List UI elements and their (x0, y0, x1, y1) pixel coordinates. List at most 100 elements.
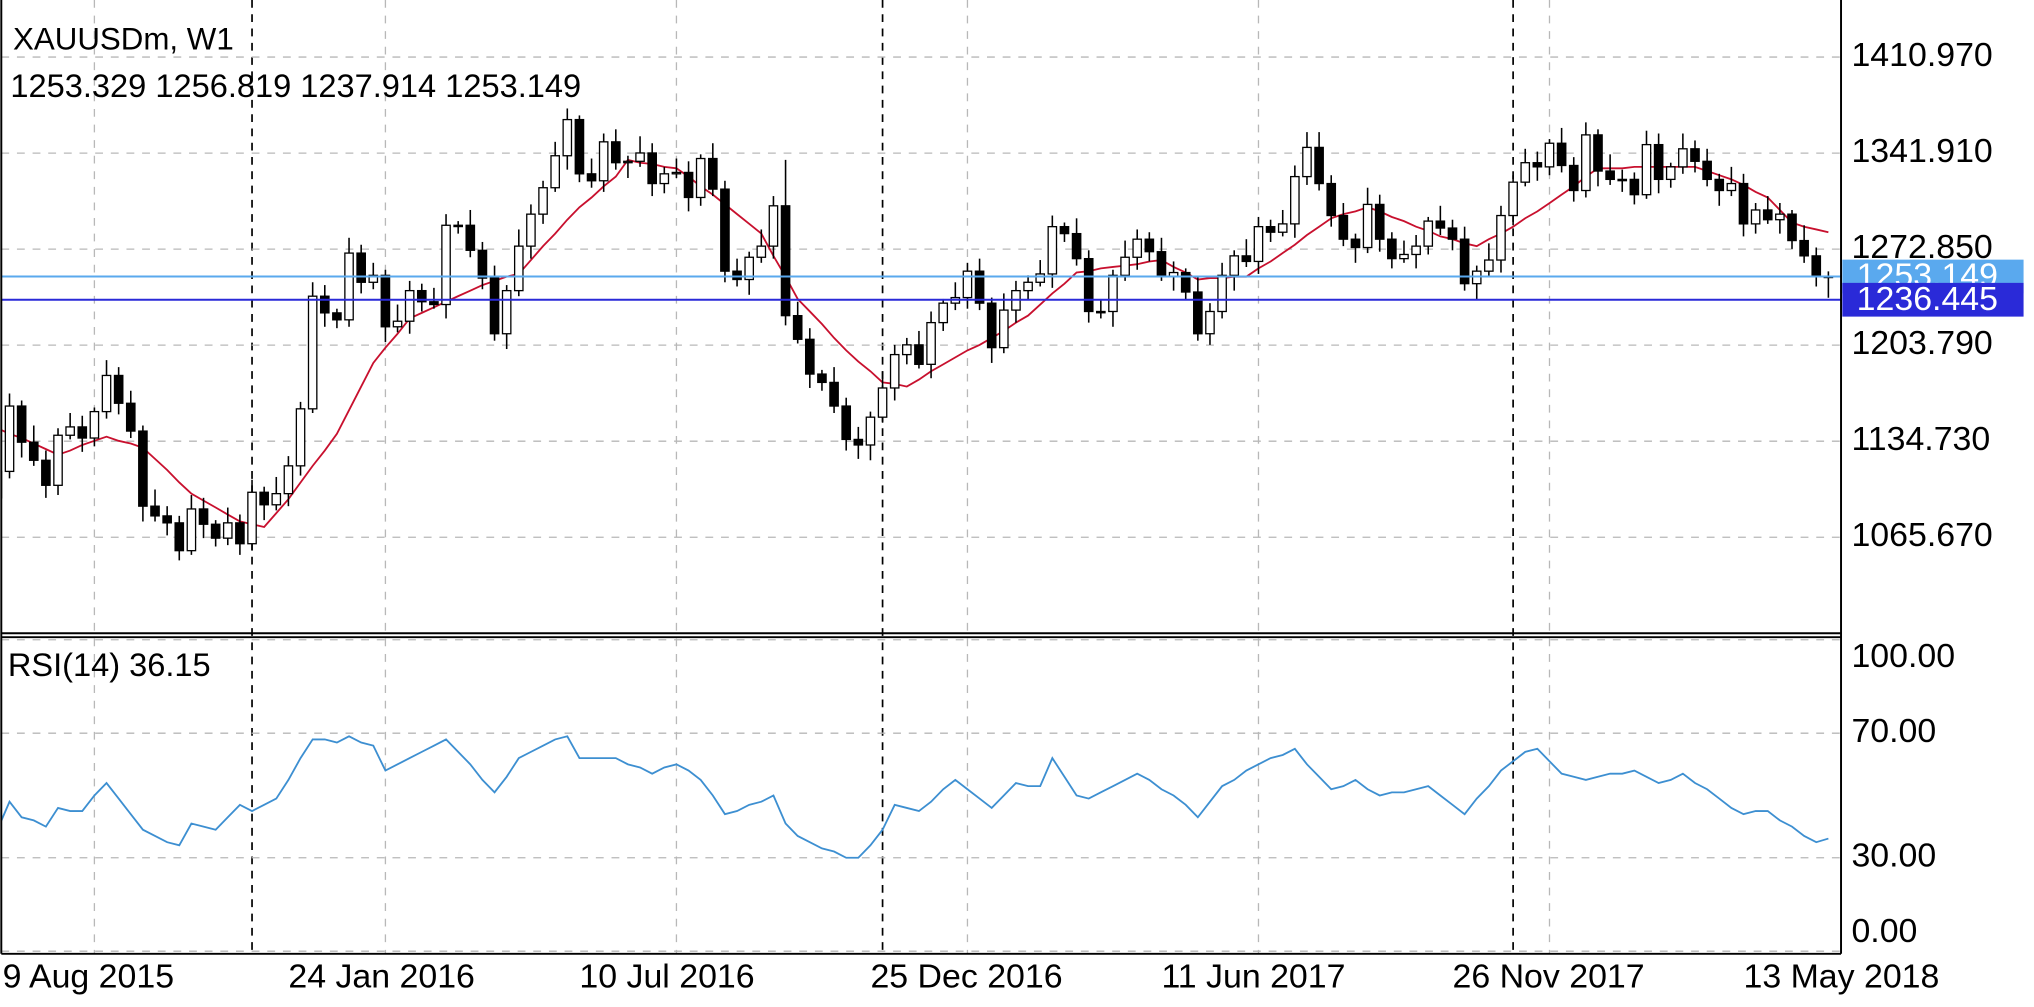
candle-body (150, 505, 160, 517)
candle-body (1690, 148, 1700, 162)
candle-body (974, 270, 985, 304)
candle-body (1217, 274, 1227, 313)
candle-body (65, 426, 75, 436)
candle-body (1047, 226, 1058, 275)
chart-title: XAUUSDm, W1 (13, 22, 234, 57)
x-tick-label: 25 Dec 2016 (870, 957, 1062, 995)
candle-body (1762, 209, 1773, 221)
candle-body (804, 338, 815, 375)
candle-body (380, 274, 391, 328)
candle-body (101, 374, 112, 413)
candle-body (1205, 310, 1215, 335)
y-tick-label: 30.00 (1851, 837, 1936, 875)
candle-body (307, 295, 318, 410)
candle-body (780, 205, 791, 317)
candle-body (999, 309, 1009, 349)
candle-body (1290, 175, 1300, 225)
candle-body (829, 381, 839, 407)
candle-body (489, 277, 500, 335)
candle-body (865, 416, 876, 446)
candle-body (1071, 232, 1082, 260)
candle-body (356, 252, 366, 283)
candle-body (416, 289, 427, 303)
y-tick-label: 0.00 (1851, 912, 1917, 950)
candle-body (889, 353, 900, 389)
candle-body (877, 387, 888, 418)
labels-layer: 1065.6701134.7301203.7901272.8501341.910… (3, 36, 1993, 995)
candle-body (526, 213, 536, 247)
candle-body (1023, 281, 1033, 292)
candle-body (683, 171, 694, 199)
candle-body (1326, 182, 1337, 217)
candle-body (28, 441, 39, 461)
candle-body (1350, 238, 1361, 249)
candle-body (222, 522, 233, 539)
candle-body (1411, 245, 1421, 256)
candle-body (756, 245, 767, 258)
x-tick-label: 11 Jun 2017 (1161, 957, 1345, 995)
candle-body (1617, 178, 1628, 182)
candle-body (598, 141, 609, 182)
candle-body (1544, 142, 1555, 168)
price-tag (1842, 282, 2024, 317)
candle-body (1144, 238, 1155, 253)
candle-body (1532, 162, 1543, 168)
y-tick-label: 1341.910 (1851, 132, 1992, 170)
y-tick-label: 1203.790 (1851, 324, 1992, 362)
candle-body (635, 152, 645, 162)
candle-body (1059, 226, 1070, 235)
candle-body (926, 321, 936, 365)
candle-body (1108, 274, 1118, 313)
candle-body (720, 188, 730, 272)
candle-body (1738, 182, 1749, 225)
candle-body (332, 312, 342, 321)
candle-body (792, 315, 803, 340)
candle-body (707, 157, 718, 190)
candle-body (271, 493, 282, 506)
candle-body (441, 224, 451, 306)
candle-body (259, 491, 269, 506)
candle-body (1508, 181, 1518, 217)
candle-body (1787, 213, 1797, 242)
candle-body (1120, 256, 1130, 276)
x-tick-label: 9 Aug 2015 (3, 957, 174, 995)
price-tag-label: 1236.445 (1857, 280, 1998, 318)
candle-body (1156, 251, 1167, 278)
candle-body (744, 256, 755, 281)
candle-body (453, 224, 463, 228)
candle-body (1387, 238, 1397, 260)
candle-body (53, 434, 63, 486)
x-tick-label: 13 May 2018 (1744, 957, 1940, 995)
candle-body (671, 171, 682, 175)
rsi-plot (1, 735, 1829, 859)
candle-body (1265, 226, 1276, 233)
open-value: 1253.329 (10, 68, 146, 104)
candle-body (768, 205, 779, 247)
candle-body (235, 522, 245, 545)
candle-body (1302, 146, 1312, 178)
candle-body (962, 270, 973, 299)
x-tick-label: 26 Nov 2017 (1452, 957, 1644, 995)
candle-body (1653, 143, 1664, 181)
ohlc-readout: 1253.329 1256.819 1237.914 1253.149 (10, 68, 581, 104)
frame (0, 0, 1843, 955)
candle-body (1374, 203, 1385, 240)
candle-body (1459, 238, 1470, 285)
candle-body (186, 508, 197, 552)
candle-body (938, 302, 949, 324)
rsi-readout: RSI(14) 36.15 (8, 647, 211, 683)
low-value: 1237.914 (300, 68, 436, 104)
candle-body (550, 155, 561, 189)
candle-body (1702, 160, 1712, 181)
candle-body (1799, 239, 1809, 257)
candle-body (1520, 162, 1531, 183)
candle-body (429, 301, 439, 306)
candle-body (210, 523, 221, 539)
candle-body (853, 438, 864, 446)
candle-body (1629, 178, 1640, 196)
candle-body (732, 270, 742, 281)
candle-body (647, 152, 658, 185)
candle-body (501, 289, 512, 335)
